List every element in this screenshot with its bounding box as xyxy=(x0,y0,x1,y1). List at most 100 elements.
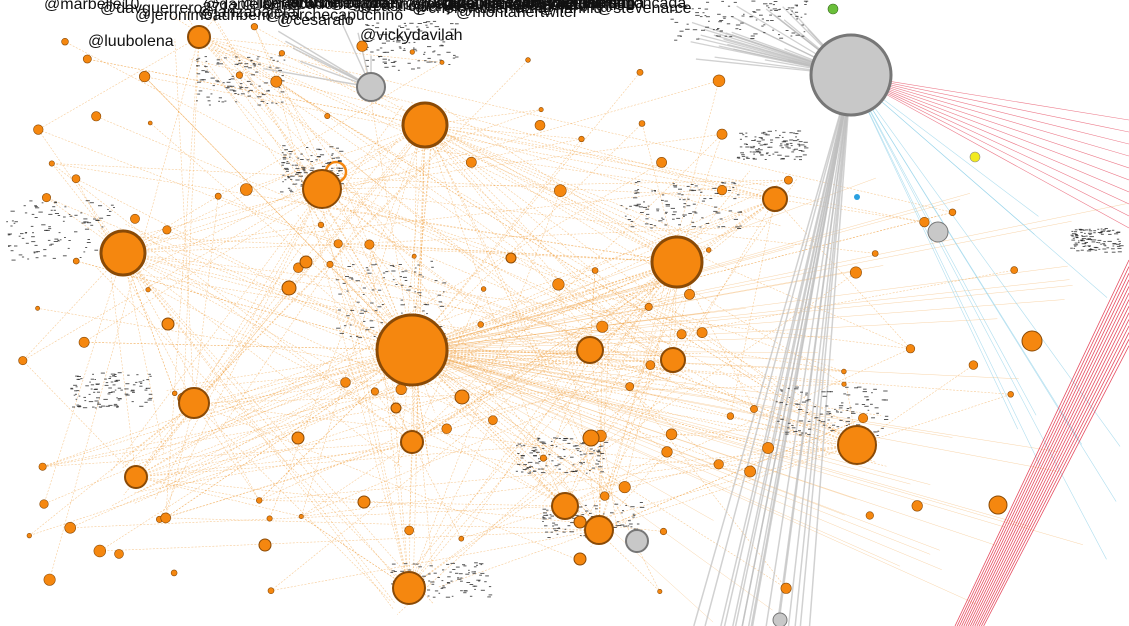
leaf-account-dot xyxy=(11,220,14,222)
account-node-cholovalderrama[interactable] xyxy=(178,387,210,419)
leaf-account-dot xyxy=(672,185,677,187)
account-node-gabish[interactable] xyxy=(573,552,587,566)
account-node-jarizabaletaf[interactable] xyxy=(302,169,342,209)
leaf-account-dot xyxy=(841,402,844,404)
mention-edge xyxy=(135,476,302,517)
leaf-account-dot xyxy=(672,183,675,185)
leaf-account-dot xyxy=(230,78,235,80)
leaf-account-dot xyxy=(654,190,656,192)
account-node-violetasemana[interactable] xyxy=(573,515,587,529)
leaf-account-dot xyxy=(98,406,101,408)
account-node-montanertwiter[interactable] xyxy=(837,425,877,465)
leaf-account-dot xyxy=(777,420,780,422)
leaf-account-dot xyxy=(108,210,112,212)
leaf-account-dot xyxy=(534,449,538,451)
leaf-account-dot xyxy=(856,424,861,426)
leaf-account-dot xyxy=(247,91,250,93)
account-node-catalinamoncada[interactable] xyxy=(258,538,272,552)
account-node-luisfuentes[interactable] xyxy=(357,495,371,509)
leaf-account-dot xyxy=(488,586,492,588)
account-node-laurarce[interactable] xyxy=(299,255,313,269)
account-node-marbelle[interactable] xyxy=(187,25,211,49)
account-node-nanfild[interactable] xyxy=(584,515,614,545)
account-node-libertad0[interactable] xyxy=(927,221,949,243)
account-node-balva[interactable] xyxy=(988,495,1008,515)
leaf-account-dot xyxy=(764,143,768,145)
account-node-vickydavilah[interactable] xyxy=(375,313,449,387)
account-node-small xyxy=(266,515,273,522)
mention-edge xyxy=(411,285,1073,351)
account-node-pedaalcobre[interactable] xyxy=(582,429,600,447)
leaf-account-dot xyxy=(295,173,299,175)
account-node-alemarchetti91[interactable] xyxy=(551,492,579,520)
account-node-brako_2021[interactable] xyxy=(124,465,148,489)
leaf-account-dot xyxy=(625,505,628,506)
leaf-account-dot xyxy=(838,407,843,409)
mention-edge xyxy=(193,402,391,602)
account-node-danielamercadom[interactable] xyxy=(762,186,788,212)
mention-edge xyxy=(411,220,1072,351)
leaf-account-dot xyxy=(68,240,71,241)
leaf-account-dot xyxy=(53,201,57,203)
leaf-account-dot xyxy=(473,585,478,587)
account-node-juanguevara[interactable] xyxy=(291,431,305,445)
account-node-bagbam[interactable] xyxy=(161,317,175,331)
account-node-stevenarce[interactable] xyxy=(392,571,426,605)
mention-edge xyxy=(598,80,720,531)
account-node-davguerrero2712[interactable] xyxy=(356,72,386,102)
leaf-account-dot xyxy=(569,531,574,533)
account-node-jorkey[interactable] xyxy=(1021,330,1043,352)
account-node-uribelegado[interactable] xyxy=(281,280,297,296)
leaf-account-dot xyxy=(74,231,78,233)
account-node-anniemendez[interactable] xyxy=(660,347,686,373)
leaf-account-dot xyxy=(595,508,598,510)
mention-edge xyxy=(411,349,1084,545)
account-node-small xyxy=(411,253,417,259)
leaf-account-dot xyxy=(567,442,571,444)
leaf-account-dot xyxy=(87,222,92,224)
account-node-small xyxy=(726,412,735,420)
leaf-account-dot xyxy=(400,304,405,306)
account-node-jeronimoauribem[interactable] xyxy=(401,101,449,149)
leaf-account-dot xyxy=(105,382,109,384)
account-node-small xyxy=(91,111,102,122)
leaf-account-dot xyxy=(271,102,274,104)
leaf-account-dot xyxy=(794,133,797,135)
account-node-unlalfredo[interactable] xyxy=(625,529,649,553)
leaf-account-dot xyxy=(281,164,284,166)
account-node-cesaralo[interactable] xyxy=(650,235,704,289)
mention-edge xyxy=(426,148,776,200)
leaf-account-dot xyxy=(545,465,548,467)
leaf-account-dot xyxy=(543,514,548,516)
leaf-account-dot xyxy=(282,158,287,160)
account-node-lauramedinaruiz[interactable] xyxy=(400,430,424,454)
leaf-account-dot xyxy=(857,386,862,388)
leaf-account-dot xyxy=(785,431,790,433)
mention-edge xyxy=(408,354,578,589)
leaf-account-dot xyxy=(826,413,831,415)
leaf-account-dot xyxy=(232,89,235,91)
leaf-account-dot xyxy=(597,460,601,462)
account-node-gustavoflores[interactable] xyxy=(454,389,470,405)
account-node-parchecapuchino[interactable] xyxy=(99,229,147,277)
leaf-account-dot xyxy=(682,214,687,216)
leaf-account-dot xyxy=(455,23,459,25)
leaf-account-dot xyxy=(392,40,395,42)
account-node-orgs[interactable] xyxy=(390,402,402,414)
mention-edge xyxy=(558,284,858,446)
leaf-account-dot xyxy=(798,420,804,422)
leaf-account-dot xyxy=(775,137,780,139)
mention-edge xyxy=(389,353,410,589)
account-node-castrojuanjose[interactable] xyxy=(576,336,604,364)
leaf-account-dot xyxy=(555,445,558,447)
leaf-account-dot xyxy=(714,192,719,194)
leaf-account-dot xyxy=(735,28,739,30)
account-node-luubolena[interactable] xyxy=(809,33,893,117)
leaf-account-dot xyxy=(694,185,698,187)
account-node-small xyxy=(905,344,916,354)
leaf-account-dot xyxy=(250,60,253,62)
account-node-jcarlosmuni[interactable] xyxy=(505,252,517,264)
leaf-account-dot xyxy=(630,226,635,228)
leaf-account-dot xyxy=(673,186,678,188)
leaf-account-dot xyxy=(378,56,383,57)
